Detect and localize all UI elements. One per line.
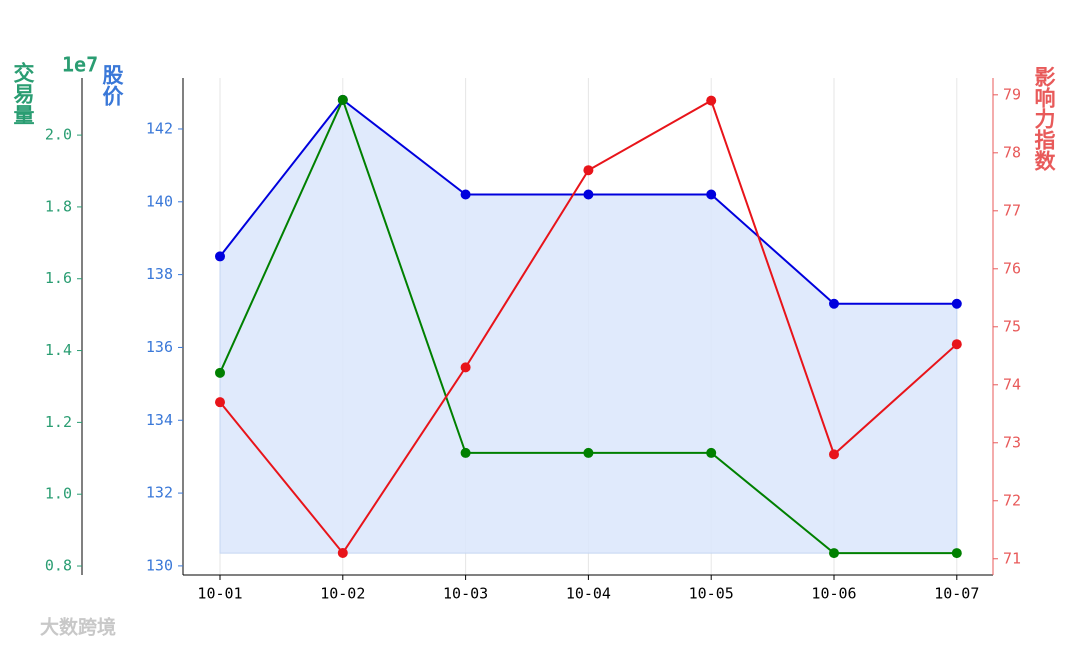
watermark: 大数跨境	[40, 616, 116, 639]
y3-axis-title: 交易量	[11, 61, 35, 125]
y-axis-title: 股价	[100, 64, 124, 107]
point	[460, 447, 471, 458]
point	[337, 547, 348, 558]
point	[706, 447, 717, 458]
y3-tick-label: 1.8	[45, 197, 72, 215]
x-tick-label: 10-06	[811, 585, 856, 603]
point	[583, 165, 594, 176]
point	[829, 548, 839, 559]
x-tick-label: 10-04	[566, 585, 611, 603]
point	[215, 397, 225, 408]
y-tick-label: 140	[146, 192, 173, 210]
point	[951, 298, 962, 309]
y2-tick-label: 76	[1003, 259, 1021, 277]
y2-tick-label: 78	[1003, 143, 1021, 161]
y-tick-label: 134	[146, 411, 173, 429]
y3-offset-label: 1e7	[62, 53, 98, 77]
y2-tick-label: 72	[1003, 491, 1021, 509]
y3-tick-label: 1.6	[45, 269, 72, 287]
point	[215, 367, 225, 378]
y3-tick-label: 0.8	[45, 557, 72, 575]
point	[829, 298, 839, 309]
point	[583, 447, 594, 458]
y-tick-label: 136	[146, 338, 173, 356]
y2-tick-label: 74	[1003, 375, 1021, 393]
x-tick-label: 10-02	[320, 585, 365, 603]
x-tick-label: 10-07	[934, 585, 979, 603]
point	[951, 339, 962, 350]
x-tick-label: 10-01	[197, 585, 242, 603]
y-tick-label: 142	[146, 119, 173, 137]
point	[706, 189, 717, 200]
y-tick-label: 138	[146, 265, 173, 283]
y-tick-label: 132	[146, 484, 173, 502]
y2-axis-title: 影响力指数	[1032, 66, 1056, 172]
y3-tick-label: 1.0	[45, 485, 72, 503]
y2-tick-label: 77	[1003, 201, 1021, 219]
x-tick-label: 10-03	[443, 585, 488, 603]
y3-tick-label: 1.4	[45, 341, 72, 359]
y3-tick-label: 1.2	[45, 413, 72, 431]
y2-tick-label: 79	[1003, 85, 1021, 103]
x-tick-label: 10-05	[689, 585, 734, 603]
point	[337, 94, 348, 105]
y2-tick-label: 73	[1003, 433, 1021, 451]
y2-tick-label: 75	[1003, 317, 1021, 335]
y3-tick-label: 2.0	[45, 126, 72, 144]
point	[583, 189, 594, 200]
point	[829, 449, 839, 460]
y-tick-label: 130	[146, 556, 173, 574]
point	[460, 362, 471, 373]
point	[460, 189, 471, 200]
point	[706, 95, 717, 106]
y2-tick-label: 71	[1003, 549, 1021, 567]
point	[215, 251, 225, 262]
point	[951, 548, 962, 559]
